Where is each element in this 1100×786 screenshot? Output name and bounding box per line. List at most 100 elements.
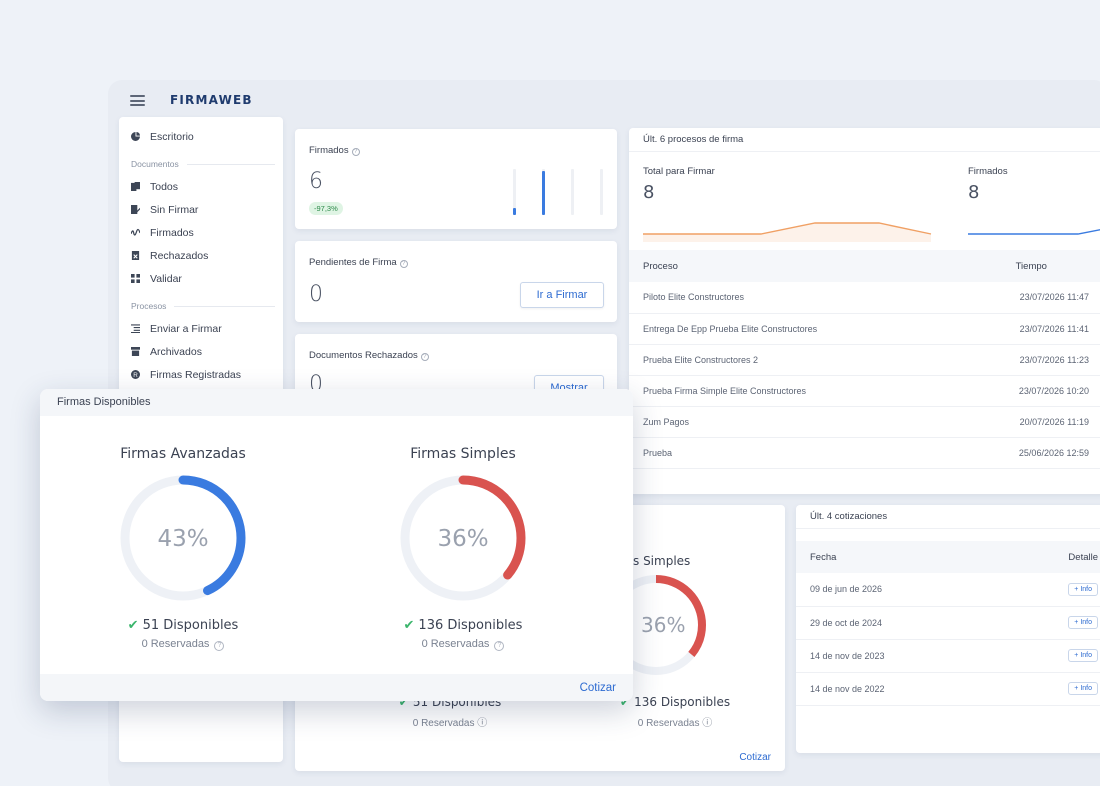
svg-text:R: R xyxy=(133,372,138,379)
ir-a-firmar-button[interactable]: Ir a Firmar xyxy=(520,282,604,308)
column-header: Detalle xyxy=(984,541,1100,573)
grid-icon xyxy=(131,274,140,283)
change-badge: -97,3% xyxy=(309,202,343,215)
spark-bar xyxy=(513,169,516,215)
avanzadas-available: ✔ 51 Disponibles xyxy=(127,618,239,633)
total-sparkline xyxy=(643,222,932,242)
table-row[interactable]: Entrega De Epp Prueba Elite Constructore… xyxy=(629,313,1100,345)
firmados-sparkline xyxy=(968,229,1100,235)
simples-reserved: 0 Reservadas? xyxy=(323,638,603,651)
sidebar-item-todos[interactable]: Todos xyxy=(119,175,283,198)
simples-available: ✔ 136 Disponibles xyxy=(403,618,523,633)
info-button[interactable]: + Info xyxy=(1068,682,1098,695)
table-row: 14 de nov de 2022 + Info xyxy=(796,672,1100,706)
sidebar-item-label: Todos xyxy=(150,180,179,193)
check-icon: ✔ xyxy=(127,618,139,633)
table-row[interactable]: Zum Pagos 20/07/2026 11:19 xyxy=(629,406,1100,438)
firmados-count: 6 xyxy=(309,169,323,194)
sidebar-item-firmados[interactable]: Firmados xyxy=(119,221,283,244)
info-button[interactable]: + Info xyxy=(1068,616,1098,629)
firmados-label: Firmados xyxy=(968,166,1008,177)
brand-logo: FIRMAWEB xyxy=(170,93,253,107)
info-button[interactable]: + Info xyxy=(1068,582,1098,596)
simples-title-partial: s Simples xyxy=(633,554,691,568)
sidebar-section-procesos: Procesos xyxy=(119,295,283,317)
sidebar-item-escritorio[interactable]: Escritorio xyxy=(119,125,283,148)
simples-gauge: 36% xyxy=(400,475,526,601)
avanzadas-gauge: 43% xyxy=(120,475,246,601)
avanzadas-title: Firmas Avanzadas xyxy=(120,446,246,462)
firmados-title: Firmados? xyxy=(309,145,360,156)
firmas-disponibles-card: Firmas Disponibles Firmas Avanzadas 43% … xyxy=(40,389,633,701)
table-row: 09 de jun de 2026 + Info xyxy=(796,573,1100,607)
total-metric: Total para Firmar 8 xyxy=(643,166,715,203)
firmas-disponibles-title: Firmas Disponibles xyxy=(40,389,633,416)
simples-column: Firmas Simples 36% ✔ 136 Disponibles 0 Re… xyxy=(323,446,603,651)
total-value: 8 xyxy=(643,182,655,203)
avanzadas-reserved: 0 Reservadas? xyxy=(43,638,323,651)
sidebar-item-archivados[interactable]: Archivados xyxy=(119,340,283,363)
sidebar-section-documentos: Documentos xyxy=(119,153,283,175)
signature-icon xyxy=(131,228,140,237)
top-bar: FIRMAWEB xyxy=(108,80,1100,120)
sidebar-item-label: Firmas Registradas xyxy=(150,368,242,381)
svg-text:36%: 36% xyxy=(641,613,685,637)
help-icon[interactable]: ? xyxy=(351,148,360,156)
sidebar-item-label: Enviar a Firmar xyxy=(150,322,222,335)
firmados-sparkbars xyxy=(513,169,605,215)
table-row[interactable]: Piloto Elite Constructores 23/07/2026 11:… xyxy=(629,282,1100,314)
info-button[interactable]: + Info xyxy=(1068,649,1098,662)
sidebar-item-label: Validar xyxy=(150,272,182,285)
quotes-title: Últ. 4 cotizaciones xyxy=(796,505,1100,529)
edit-document-icon xyxy=(131,205,140,214)
firmados-card: Firmados? 6 -97,3% xyxy=(295,129,617,229)
sidebar-item-label: Sin Firmar xyxy=(150,203,199,216)
archive-icon xyxy=(131,347,140,356)
cotizar-link[interactable]: Cotizar xyxy=(579,682,616,694)
sidebar-item-label: Firmados xyxy=(150,226,194,239)
table-row[interactable]: Prueba 25/06/2026 12:59 xyxy=(629,437,1100,469)
spark-bar xyxy=(542,169,545,215)
avanzadas-reserved-bg: 0 Reservadas ⓘ xyxy=(412,718,488,729)
help-icon[interactable]: ? xyxy=(214,641,225,651)
hamburger-menu-icon[interactable] xyxy=(130,95,145,106)
avanzadas-column: Firmas Avanzadas 43% ✔ 51 Disponibles 0 R… xyxy=(43,446,323,651)
table-row[interactable]: Prueba Firma Simple Elite Constructores 2… xyxy=(629,375,1100,407)
sidebar-item-label: Archivados xyxy=(150,345,202,358)
rechazados-title: Documentos Rechazados? xyxy=(309,350,429,361)
simples-percent: 36% xyxy=(437,526,488,552)
help-icon[interactable]: ? xyxy=(420,353,429,361)
column-header: Proceso xyxy=(629,250,954,282)
sidebar-item-label: Rechazados xyxy=(150,249,209,262)
sidebar-item-validar[interactable]: Validar xyxy=(119,267,283,290)
list-send-icon xyxy=(131,324,140,333)
table-row[interactable]: Prueba Elite Constructores 2 23/07/2026 1… xyxy=(629,344,1100,376)
pendientes-title: Pendientes de Firma? xyxy=(309,257,408,268)
help-icon[interactable]: ? xyxy=(399,260,408,268)
table-row: 14 de nov de 2023 + Info xyxy=(796,639,1100,673)
sidebar-item-rechazados[interactable]: Rechazados xyxy=(119,244,283,267)
check-icon: ✔ xyxy=(403,618,415,633)
column-header: Tiempo xyxy=(953,250,1100,282)
registered-icon: R xyxy=(131,370,140,379)
simples-title: Firmas Simples xyxy=(410,446,516,462)
avanzadas-percent: 43% xyxy=(157,526,208,552)
firmados-metric: Firmados 8 xyxy=(968,166,1008,203)
table-row: 29 de oct de 2024 + Info xyxy=(796,606,1100,640)
quotes-table: Fecha Detalle 09 de jun de 2026 + Info 29… xyxy=(796,541,1100,706)
cotizar-link-bg[interactable]: Cotizar xyxy=(739,752,771,763)
sidebar-item-enviar-a-firmar[interactable]: Enviar a Firmar xyxy=(119,317,283,340)
simples-reserved-bg: 0 Reservadas ⓘ xyxy=(637,718,713,729)
firmados-value: 8 xyxy=(968,182,980,203)
simples-available-bg: ✔ 136 Disponibles xyxy=(619,695,731,709)
sidebar-item-firmas-registradas[interactable]: R Firmas Registradas xyxy=(119,363,283,386)
sidebar-item-label: Escritorio xyxy=(150,130,194,143)
pendientes-count: 0 xyxy=(309,282,323,307)
pendientes-card: Pendientes de Firma? 0 Ir a Firmar xyxy=(295,241,617,322)
spark-bar xyxy=(571,169,574,215)
rejected-document-icon xyxy=(131,251,140,260)
sidebar-item-sin-firmar[interactable]: Sin Firmar xyxy=(119,198,283,221)
total-label: Total para Firmar xyxy=(643,166,715,177)
help-icon[interactable]: ? xyxy=(494,641,505,651)
processes-table: Proceso Tiempo Piloto Elite Constructore… xyxy=(629,250,1100,469)
